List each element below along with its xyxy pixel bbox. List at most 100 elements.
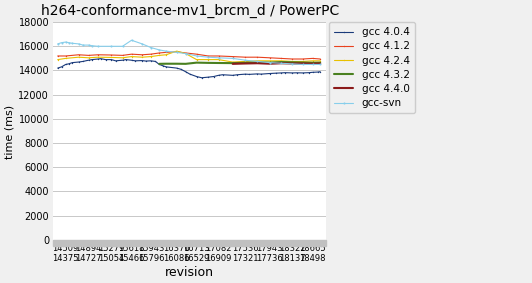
- gcc 4.2.4: [95, 55, 101, 59]
- gcc-svn: [59, 41, 65, 44]
- gcc 4.1.2: [163, 51, 169, 54]
- gcc 4.1.2: [128, 52, 135, 56]
- gcc 4.1.2: [85, 54, 92, 57]
- gcc-svn: [76, 42, 82, 46]
- gcc-svn: [139, 42, 145, 46]
- gcc 4.1.2: [119, 54, 126, 57]
- gcc 4.4.0: [267, 62, 273, 65]
- gcc 4.1.2: [148, 52, 154, 56]
- gcc 4.1.2: [139, 53, 145, 57]
- gcc 4.3.2: [215, 61, 222, 65]
- gcc 4.2.4: [289, 60, 295, 63]
- gcc 4.2.4: [205, 58, 211, 61]
- Legend: gcc 4.0.4, gcc 4.1.2, gcc 4.2.4, gcc 4.3.2, gcc 4.4.0, gcc-svn: gcc 4.0.4, gcc 4.1.2, gcc 4.2.4, gcc 4.3…: [329, 22, 415, 113]
- gcc 4.2.4: [62, 57, 69, 60]
- gcc 4.0.4: [317, 70, 323, 73]
- gcc 4.1.2: [156, 51, 163, 55]
- gcc 4.3.2: [309, 61, 315, 65]
- gcc-svn: [89, 44, 95, 47]
- Line: gcc 4.0.4: gcc 4.0.4: [57, 58, 321, 78]
- gcc 4.1.2: [215, 54, 222, 58]
- gcc 4.1.2: [205, 54, 211, 58]
- gcc-svn: [173, 51, 180, 54]
- Title: h264-conformance-mv1_brcm_d / PowerPC: h264-conformance-mv1_brcm_d / PowerPC: [41, 4, 339, 18]
- gcc 4.0.4: [187, 72, 193, 76]
- gcc 4.1.2: [278, 57, 285, 60]
- gcc 4.1.2: [62, 54, 69, 58]
- gcc 4.1.2: [173, 50, 180, 53]
- gcc 4.3.2: [267, 61, 273, 64]
- gcc-svn: [194, 54, 200, 58]
- gcc-svn: [163, 50, 169, 53]
- Line: gcc-svn: gcc-svn: [57, 39, 321, 65]
- gcc-svn: [128, 38, 135, 42]
- gcc-svn: [205, 55, 211, 59]
- gcc 4.3.2: [173, 62, 180, 65]
- gcc 4.3.2: [194, 61, 200, 64]
- gcc 4.2.4: [182, 52, 189, 55]
- gcc 4.1.2: [76, 53, 82, 57]
- gcc 4.0.4: [143, 59, 149, 63]
- gcc 4.4.0: [254, 61, 261, 65]
- gcc-svn: [267, 61, 273, 64]
- gcc 4.1.2: [242, 55, 248, 59]
- gcc 4.3.2: [182, 62, 189, 66]
- gcc-svn: [309, 63, 315, 66]
- Line: gcc 4.2.4: gcc 4.2.4: [57, 50, 321, 63]
- gcc 4.2.4: [108, 56, 114, 59]
- Bar: [53, 241, 327, 246]
- gcc-svn: [289, 62, 295, 66]
- gcc 4.2.4: [85, 56, 92, 59]
- gcc 4.0.4: [229, 74, 236, 77]
- gcc-svn: [95, 45, 101, 48]
- gcc-svn: [148, 46, 154, 49]
- gcc 4.3.2: [156, 62, 163, 66]
- gcc 4.2.4: [163, 53, 169, 57]
- gcc 4.1.2: [317, 57, 323, 61]
- gcc 4.2.4: [254, 59, 261, 63]
- gcc 4.4.0: [317, 62, 323, 65]
- gcc 4.1.2: [95, 53, 101, 57]
- gcc 4.1.2: [182, 51, 189, 55]
- gcc 4.0.4: [97, 57, 104, 60]
- gcc-svn: [242, 59, 248, 62]
- gcc 4.3.2: [278, 60, 285, 64]
- gcc 4.1.2: [194, 52, 200, 56]
- gcc 4.2.4: [76, 55, 82, 59]
- gcc 4.2.4: [317, 59, 323, 63]
- gcc-svn: [278, 61, 285, 65]
- gcc 4.0.4: [173, 67, 180, 70]
- gcc-svn: [317, 63, 323, 66]
- gcc 4.4.0: [289, 62, 295, 65]
- gcc-svn: [119, 45, 126, 48]
- gcc 4.0.4: [54, 67, 61, 70]
- gcc-svn: [108, 45, 114, 48]
- gcc 4.4.0: [229, 62, 236, 66]
- gcc 4.3.2: [163, 62, 169, 65]
- gcc 4.1.2: [300, 57, 306, 61]
- Line: gcc 4.4.0: gcc 4.4.0: [232, 63, 320, 64]
- gcc 4.0.4: [198, 76, 205, 80]
- gcc 4.2.4: [242, 60, 248, 63]
- X-axis label: revision: revision: [165, 266, 214, 279]
- gcc 4.3.2: [317, 61, 323, 64]
- gcc-svn: [69, 42, 76, 45]
- gcc 4.2.4: [54, 58, 61, 61]
- gcc 4.4.0: [278, 61, 285, 65]
- gcc 4.2.4: [156, 54, 163, 57]
- gcc 4.2.4: [309, 59, 315, 63]
- gcc 4.2.4: [300, 60, 306, 63]
- gcc 4.2.4: [229, 60, 236, 64]
- gcc 4.4.0: [242, 62, 248, 65]
- Y-axis label: time (ms): time (ms): [4, 105, 14, 159]
- gcc 4.0.4: [69, 61, 76, 64]
- gcc 4.4.0: [309, 62, 315, 65]
- gcc 4.2.4: [173, 50, 180, 53]
- gcc-svn: [85, 43, 92, 47]
- gcc 4.2.4: [215, 58, 222, 61]
- gcc-svn: [254, 60, 261, 63]
- gcc 4.0.4: [215, 74, 222, 77]
- gcc 4.3.2: [242, 61, 248, 65]
- gcc 4.1.2: [309, 57, 315, 60]
- gcc 4.1.2: [54, 54, 61, 58]
